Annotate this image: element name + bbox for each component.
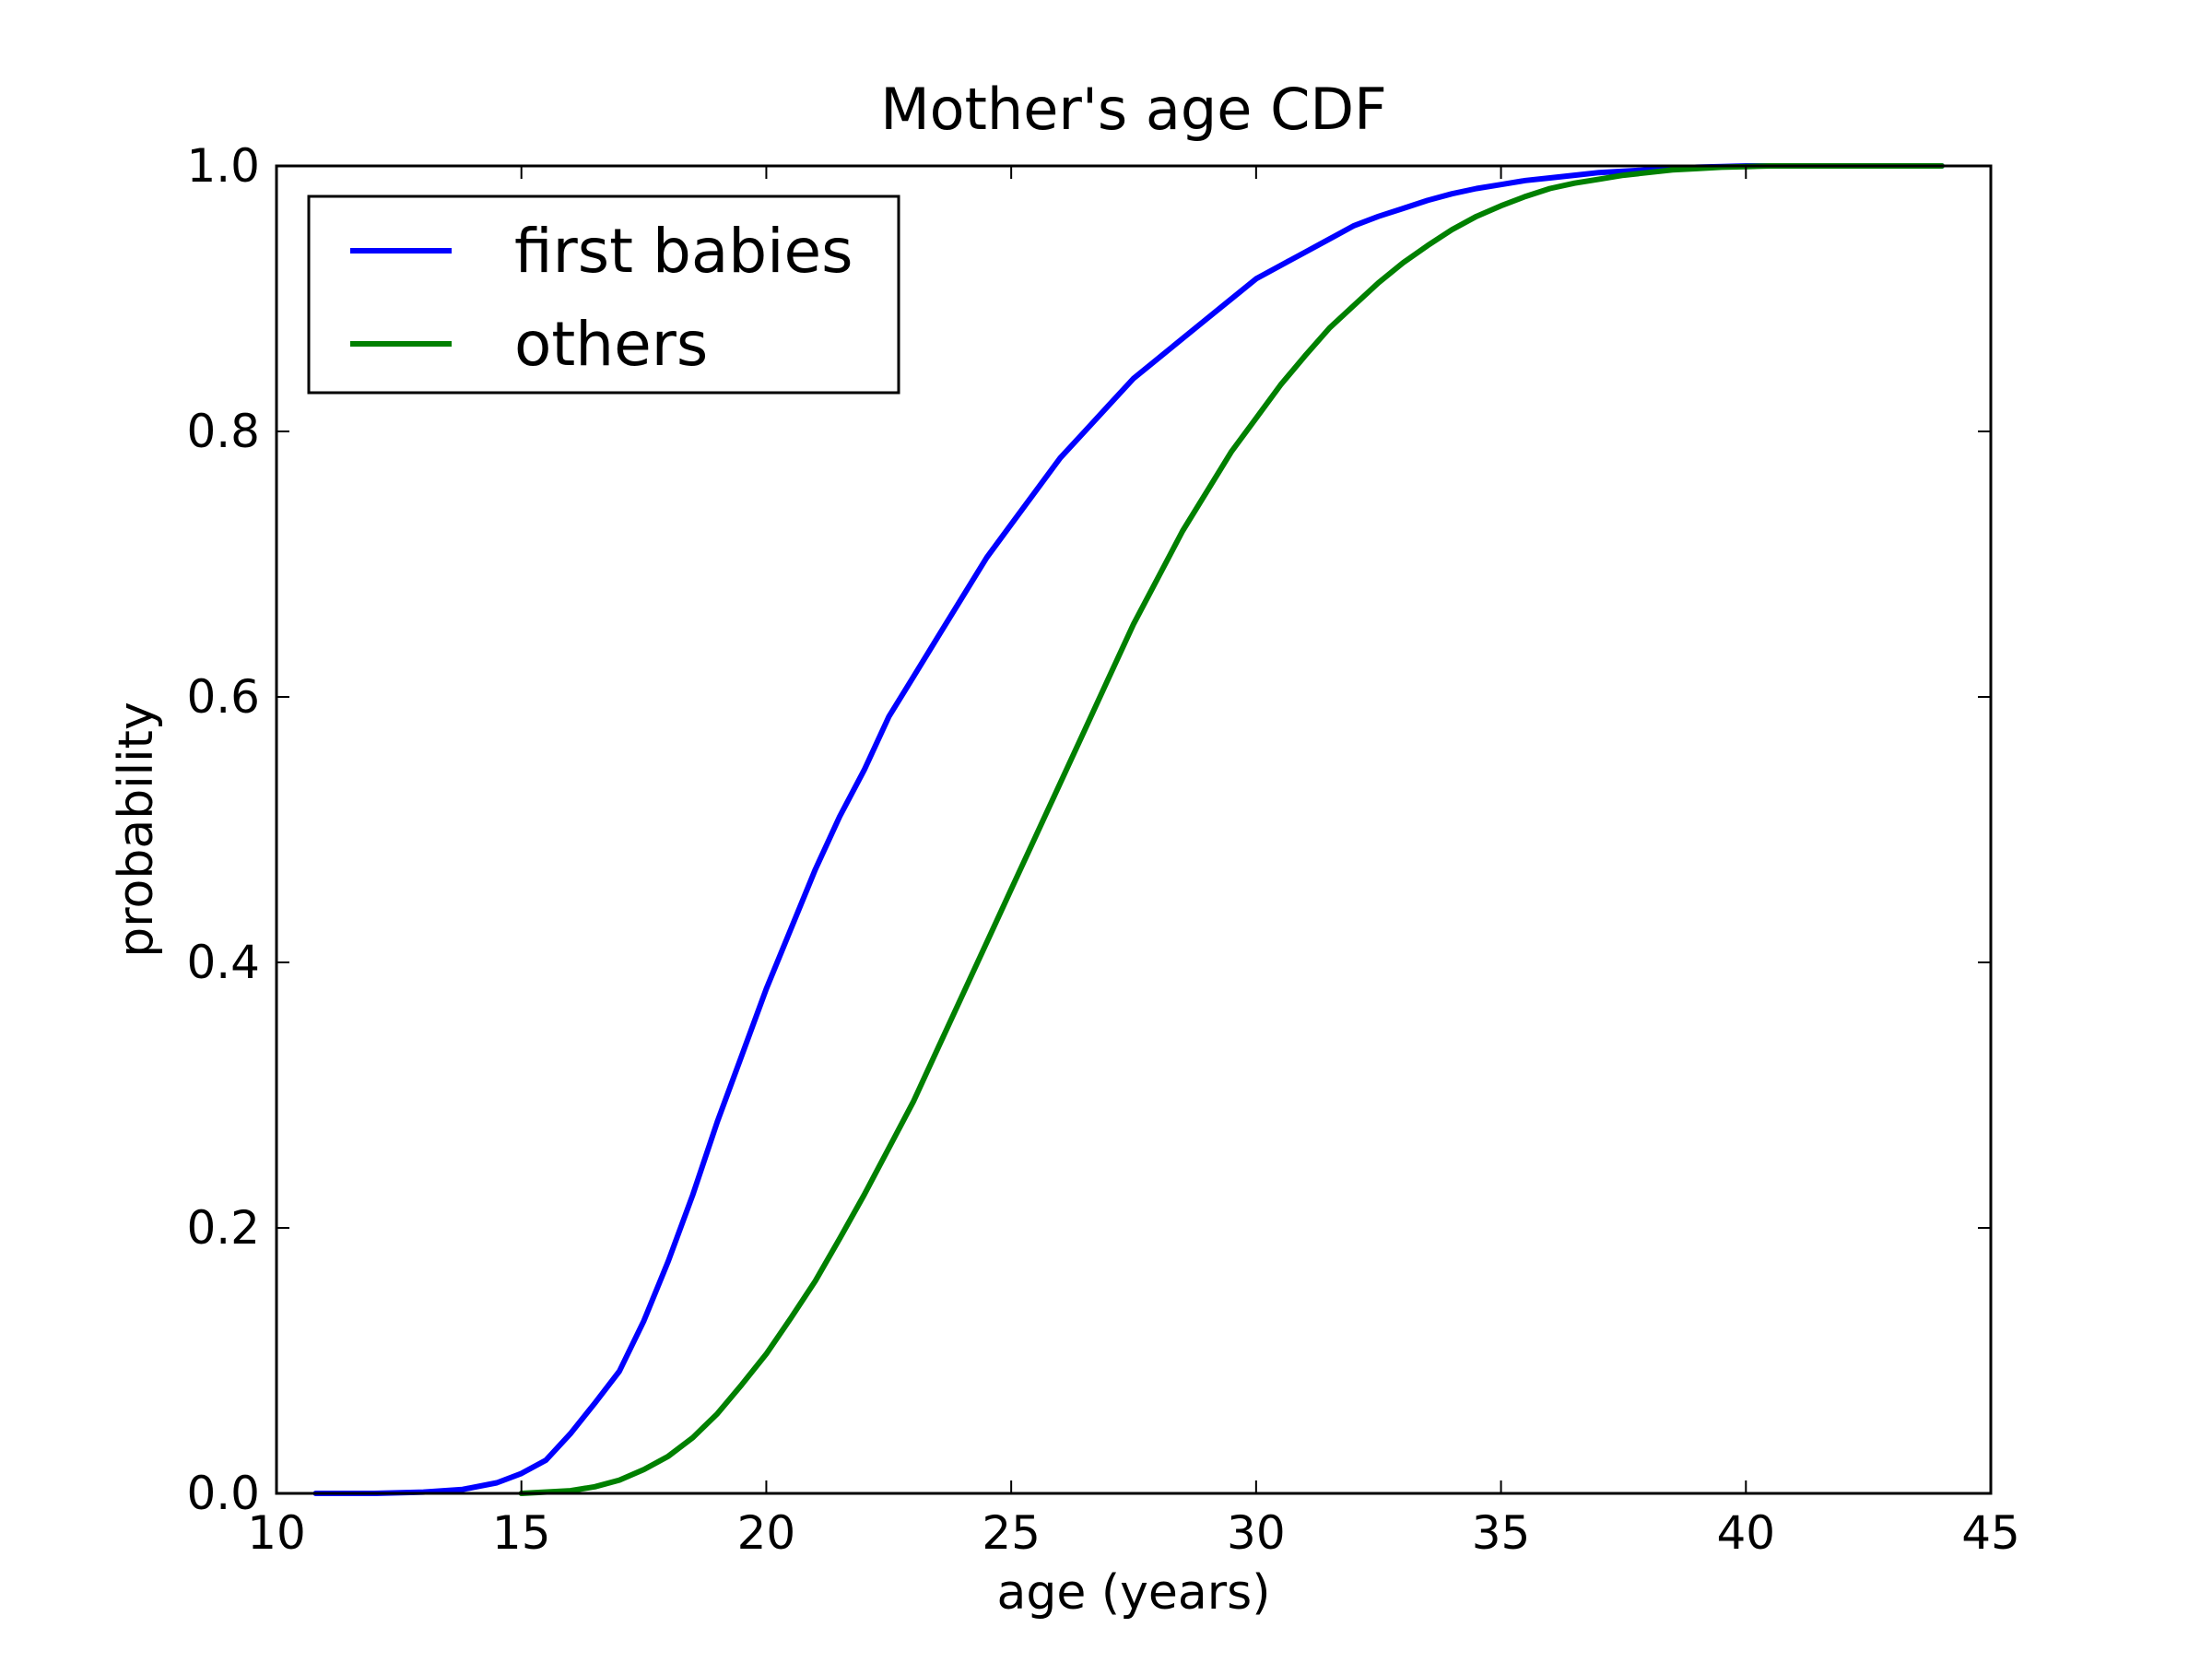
x-tick-label: 15 [492, 1506, 551, 1560]
legend-label-first-babies: first babies [514, 216, 853, 287]
x-axis-label: age (years) [996, 1565, 1270, 1621]
x-tick-label: 45 [1961, 1506, 2020, 1560]
series-layer [312, 163, 1945, 1496]
plot-frame [275, 164, 1993, 1495]
legend-label-others: others [514, 309, 708, 380]
series-line-first-babies [312, 163, 1945, 1496]
x-tick-label: 40 [1716, 1506, 1775, 1560]
x-tick-label: 35 [1472, 1506, 1531, 1560]
y-tick-label: 0.2 [186, 1201, 260, 1255]
y-tick-label: 0.0 [186, 1467, 260, 1520]
legend-box [307, 195, 900, 395]
tick-layer: 10 15 20 25 30 35 40 45 0.0 0.2 0.4 0.6 0.8 1.0 [186, 139, 2019, 1560]
x-tick-label: 20 [737, 1506, 796, 1560]
y-tick-label: 0.4 [186, 936, 260, 989]
chart-title: Mother's age CDF [880, 76, 1387, 143]
y-axis-label: probability [109, 702, 164, 957]
x-tick-label: 25 [982, 1506, 1041, 1560]
x-tick-label: 10 [247, 1506, 306, 1560]
y-tick-label: 1.0 [186, 139, 260, 193]
y-tick-label: 0.6 [186, 670, 260, 724]
series-line-others [518, 163, 1945, 1496]
legend: first babies others [307, 195, 900, 395]
x-tick-label: 30 [1227, 1506, 1286, 1560]
y-tick-label: 0.8 [186, 405, 260, 458]
